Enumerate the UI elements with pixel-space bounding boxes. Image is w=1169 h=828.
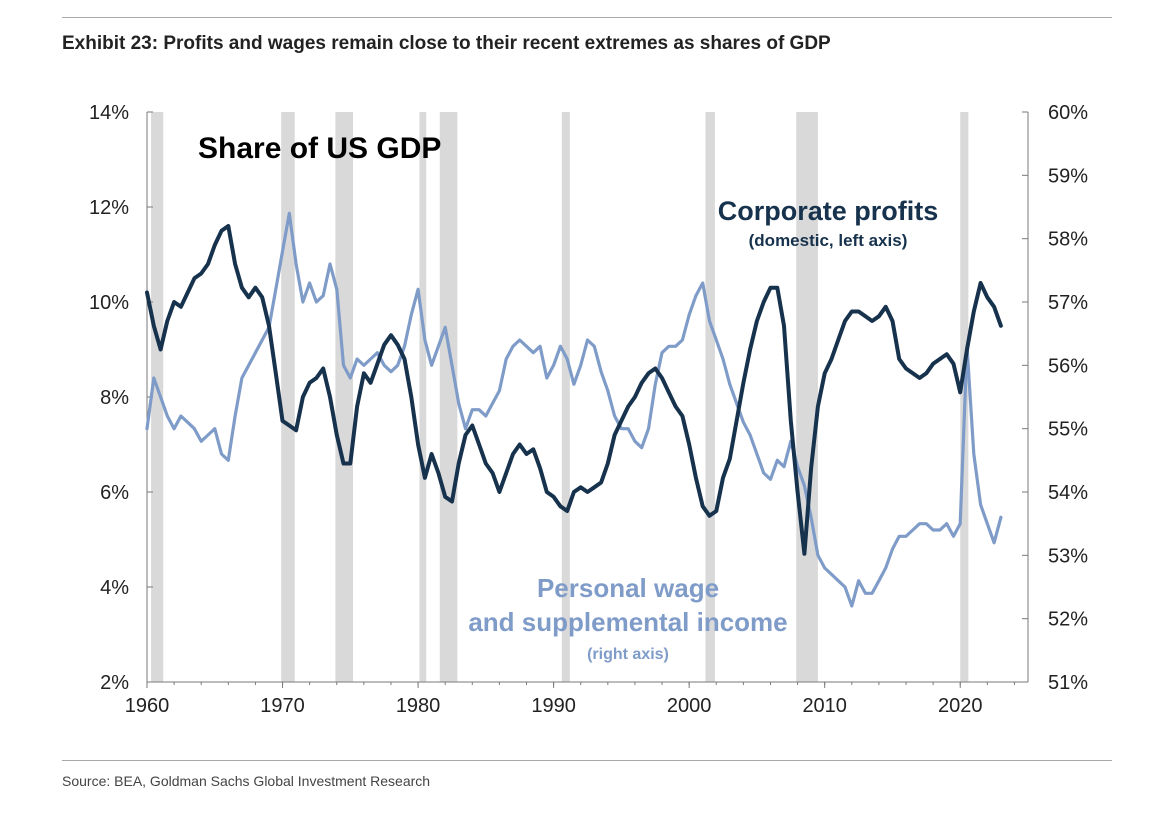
- x-tick-label: 2000: [667, 695, 712, 717]
- axes: 2% 4% 6% 8% 10% 12% 14% 51% 52% 53% 54% 55% 56% 57% 58…: [89, 102, 1088, 717]
- wages-series-label-line2: and supplemental income: [468, 607, 787, 637]
- profits-series-sublabel: (domestic, left axis): [749, 231, 908, 250]
- y-right-tick-label: 55%: [1048, 419, 1088, 441]
- y-right-tick-label: 51%: [1048, 672, 1088, 694]
- y-right-tick-label: 52%: [1048, 609, 1088, 631]
- x-tick-label: 1990: [531, 695, 576, 717]
- y-left-tick-label: 6%: [100, 482, 129, 504]
- recession-band-2: [335, 112, 354, 682]
- recession-band-6: [705, 112, 715, 682]
- y-right-tick-label: 53%: [1048, 545, 1088, 567]
- wages-series-sublabel: (right axis): [587, 646, 669, 663]
- y-right-tick-label: 58%: [1048, 229, 1088, 251]
- x-tick-label: 1980: [396, 695, 441, 717]
- x-tick-label: 2020: [938, 695, 983, 717]
- y-right-tick-label: 59%: [1048, 165, 1088, 187]
- y-left-tick-label: 12%: [89, 197, 129, 219]
- x-tick-label: 1960: [125, 695, 170, 717]
- y-left-tick-label: 10%: [89, 292, 129, 314]
- profits-series-line: [145, 224, 1003, 556]
- top-rule: [62, 17, 1112, 18]
- x-tick-label: 2010: [802, 695, 847, 717]
- y-left-tick-label: 8%: [100, 387, 129, 409]
- y-left-tick-label: 14%: [89, 102, 129, 124]
- recession-band-5: [561, 112, 570, 682]
- wages-series-line: [145, 211, 1003, 608]
- y-right-tick-label: 60%: [1048, 102, 1088, 124]
- profits-series-label: Corporate profits: [718, 196, 939, 226]
- recession-bands: [151, 112, 969, 682]
- series-lines: [145, 211, 1003, 608]
- y-right-tick-label: 54%: [1048, 482, 1088, 504]
- recession-band-3: [419, 112, 427, 682]
- recession-band-1: [281, 112, 295, 682]
- y-left-tick-label: 2%: [100, 672, 129, 694]
- y-right-tick-label: 56%: [1048, 355, 1088, 377]
- bottom-rule: [62, 760, 1112, 761]
- wages-series-label: Personal wage: [537, 573, 719, 603]
- recession-band-0: [151, 112, 164, 682]
- x-tick-label: 1970: [260, 695, 305, 717]
- y-right-tick-label: 57%: [1048, 292, 1088, 314]
- recession-band-4: [439, 112, 458, 682]
- y-left-tick-label: 4%: [100, 577, 129, 599]
- source-note: Source: BEA, Goldman Sachs Global Invest…: [62, 773, 431, 789]
- exhibit-title: Exhibit 23: Profits and wages remain clo…: [62, 33, 831, 54]
- chart-title: Share of US GDP: [198, 132, 441, 165]
